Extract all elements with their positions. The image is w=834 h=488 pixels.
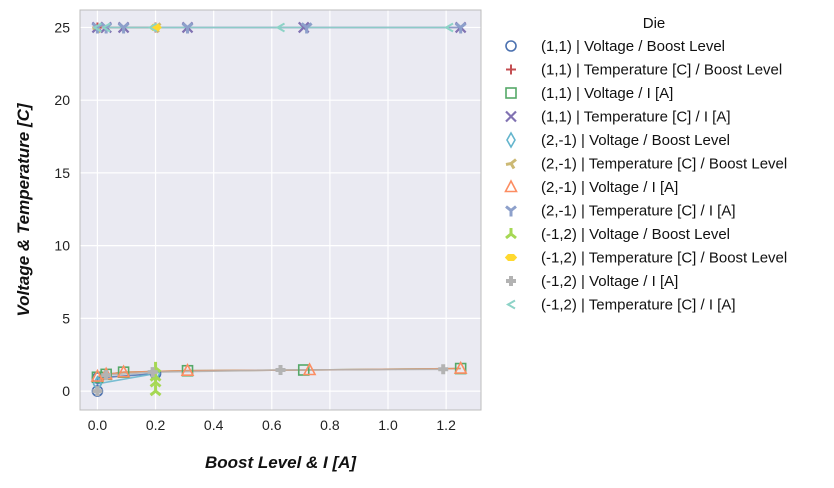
y-tick-label: 15	[54, 165, 70, 181]
data-point-10-0	[92, 386, 103, 397]
legend-entry-label: (2,-1) | Voltage / Boost Level	[541, 132, 730, 149]
legend-entry-label: (1,1) | Temperature [C] / I [A]	[541, 109, 731, 126]
legend-marker-9	[504, 253, 518, 262]
data-point-6-5	[453, 360, 468, 374]
data-point-7-3	[181, 22, 194, 34]
x-tick-label: 0.0	[88, 417, 108, 433]
legend-entry-label: (2,-1) | Voltage / I [A]	[541, 179, 678, 196]
data-point-10-1	[101, 370, 112, 381]
data-point-6-0	[90, 368, 105, 382]
x-tick-label: 0.6	[262, 417, 282, 433]
legend-marker-0	[505, 40, 517, 52]
legend-marker-1	[506, 64, 516, 75]
legend-entry-label: (1,1) | Voltage / Boost Level	[541, 38, 725, 55]
data-point-10-2	[147, 367, 158, 378]
data-point-11-0	[92, 22, 102, 33]
x-tick-label: 0.8	[320, 417, 340, 433]
x-tick-label: 1.2	[436, 417, 456, 433]
legend-entry-label: (-1,2) | Voltage / I [A]	[541, 273, 678, 290]
legend-entry-label: (-1,2) | Voltage / Boost Level	[541, 226, 730, 243]
x-tick-label: 1.0	[378, 417, 398, 433]
data-points	[90, 21, 468, 397]
x-axis-label: Boost Level & I [A]	[205, 453, 357, 472]
legend-marker-3	[505, 110, 517, 123]
legend-entry-label: (-1,2) | Temperature [C] / Boost Level	[541, 250, 787, 267]
legend-marker-4	[506, 131, 516, 149]
data-point-7-5	[454, 22, 467, 34]
plot-area	[80, 10, 481, 410]
plot-frame	[79, 9, 482, 411]
legend-entry-label: (1,1) | Voltage / I [A]	[541, 85, 673, 102]
legend-marker-10	[506, 276, 516, 286]
y-tick-label: 25	[54, 19, 70, 35]
series-line-4	[97, 372, 156, 385]
x-tick-label: 0.4	[204, 417, 224, 433]
data-point-6-3	[180, 363, 195, 377]
y-axis-label: Voltage & Temperature [C]	[14, 102, 33, 317]
data-point-7-2	[117, 22, 130, 34]
data-point-11-4	[444, 22, 454, 33]
legend-marker-5	[505, 158, 517, 170]
x-tick-label: 0.2	[146, 417, 166, 433]
y-tick-label: 10	[54, 238, 70, 254]
data-point-10-3	[275, 365, 286, 375]
legend-marker-11	[505, 299, 516, 310]
data-point-8-0	[149, 385, 162, 397]
data-point-11-3	[275, 22, 285, 33]
legend-title: Die	[643, 15, 666, 32]
legend-marker-2	[505, 87, 517, 99]
data-point-6-2	[116, 364, 131, 378]
y-axis-ticks: 0 5 10 15 20 25	[54, 19, 70, 399]
y-tick-label: 20	[54, 92, 70, 108]
data-point-11-1	[101, 22, 111, 33]
legend-marker-7	[505, 205, 517, 217]
data-point-11-2	[147, 22, 158, 33]
legend: Die (1,1) | Voltage / Boost Level (1,1) |…	[504, 15, 787, 314]
data-point-2-0	[91, 371, 104, 384]
y-tick-label: 0	[62, 383, 70, 399]
data-point-6-4	[302, 362, 317, 376]
x-axis-ticks: 0.0 0.2 0.4 0.6 0.8 1.0 1.2	[88, 417, 456, 433]
legend-entry-label: (1,1) | Temperature [C] / Boost Level	[541, 62, 782, 79]
legend-entry-label: (-1,2) | Temperature [C] / I [A]	[541, 297, 736, 314]
data-point-7-4	[300, 22, 313, 34]
legend-marker-8	[505, 228, 517, 240]
legend-entry-label: (2,-1) | Temperature [C] / I [A]	[541, 203, 736, 220]
data-point-10-4	[438, 364, 449, 375]
y-tick-label: 5	[62, 310, 70, 326]
legend-entry-label: (2,-1) | Temperature [C] / Boost Level	[541, 156, 787, 173]
legend-marker-6	[504, 179, 518, 193]
